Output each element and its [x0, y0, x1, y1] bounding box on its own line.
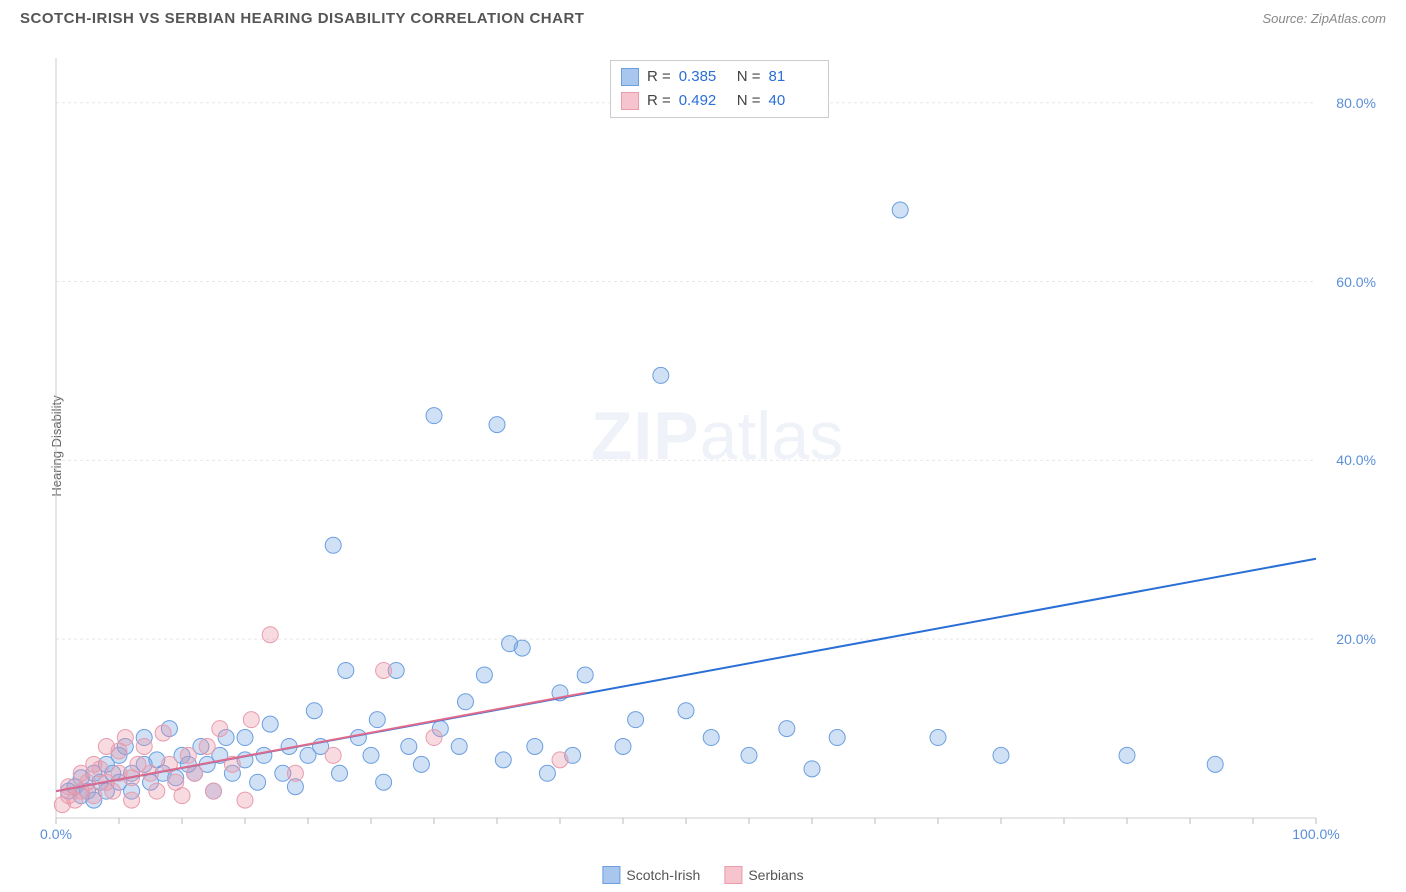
- correlation-legend: R = 0.385 N = 81 R = 0.492 N = 40: [610, 60, 830, 118]
- x-tick-label: 0.0%: [40, 826, 72, 842]
- legend-row-scotch-irish: R = 0.385 N = 81: [621, 65, 819, 89]
- scatter-chart: [48, 52, 1386, 852]
- r-value: 0.385: [679, 65, 729, 89]
- y-tick-label: 80.0%: [1336, 95, 1376, 111]
- r-label: R =: [647, 65, 671, 89]
- chart-header: SCOTCH-IRISH VS SERBIAN HEARING DISABILI…: [0, 0, 1406, 27]
- legend-item-scotch-irish: Scotch-Irish: [602, 866, 700, 884]
- r-label: R =: [647, 89, 671, 113]
- swatch-scotch-irish: [621, 68, 639, 86]
- r-value: 0.492: [679, 89, 729, 113]
- y-tick-label: 60.0%: [1336, 274, 1376, 290]
- n-value: 40: [768, 89, 818, 113]
- chart-title: SCOTCH-IRISH VS SERBIAN HEARING DISABILI…: [20, 10, 584, 27]
- n-value: 81: [768, 65, 818, 89]
- swatch-serbians: [724, 866, 742, 884]
- legend-label: Serbians: [748, 867, 803, 883]
- y-tick-label: 20.0%: [1336, 631, 1376, 647]
- swatch-scotch-irish: [602, 866, 620, 884]
- legend-label: Scotch-Irish: [626, 867, 700, 883]
- chart-source: Source: ZipAtlas.com: [1262, 11, 1386, 26]
- swatch-serbians: [621, 92, 639, 110]
- y-tick-label: 40.0%: [1336, 452, 1376, 468]
- legend-item-serbians: Serbians: [724, 866, 803, 884]
- n-label: N =: [737, 89, 761, 113]
- legend-row-serbians: R = 0.492 N = 40: [621, 89, 819, 113]
- series-legend: Scotch-Irish Serbians: [602, 866, 803, 884]
- x-tick-label: 100.0%: [1292, 826, 1339, 842]
- chart-area: ZIPatlas R = 0.385 N = 81 R = 0.492 N = …: [48, 52, 1386, 852]
- n-label: N =: [737, 65, 761, 89]
